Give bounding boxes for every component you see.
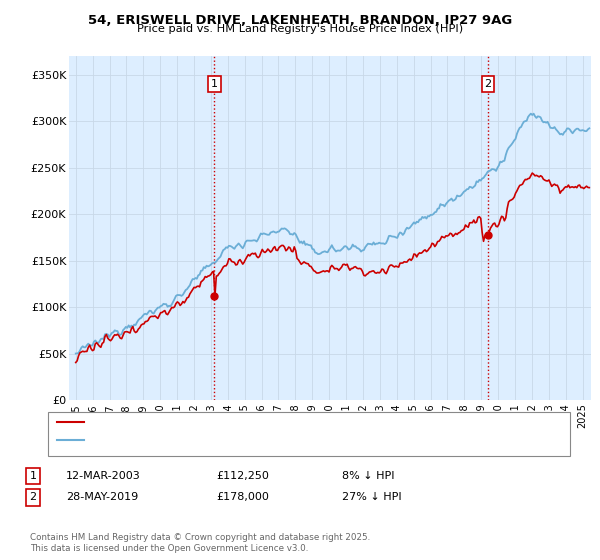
Text: £178,000: £178,000 bbox=[216, 492, 269, 502]
Text: £112,250: £112,250 bbox=[216, 471, 269, 481]
Text: 12-MAR-2003: 12-MAR-2003 bbox=[66, 471, 141, 481]
Text: Contains HM Land Registry data © Crown copyright and database right 2025.
This d: Contains HM Land Registry data © Crown c… bbox=[30, 533, 370, 553]
Text: 1: 1 bbox=[29, 471, 37, 481]
Text: Price paid vs. HM Land Registry's House Price Index (HPI): Price paid vs. HM Land Registry's House … bbox=[137, 24, 463, 34]
Text: HPI: Average price, semi-detached house, West Suffolk: HPI: Average price, semi-detached house,… bbox=[89, 435, 357, 445]
Text: 28-MAY-2019: 28-MAY-2019 bbox=[66, 492, 138, 502]
Text: 1: 1 bbox=[211, 79, 218, 89]
Text: 2: 2 bbox=[29, 492, 37, 502]
Text: 54, ERISWELL DRIVE, LAKENHEATH, BRANDON, IP27 9AG (semi-detached house): 54, ERISWELL DRIVE, LAKENHEATH, BRANDON,… bbox=[89, 417, 484, 427]
Text: 27% ↓ HPI: 27% ↓ HPI bbox=[342, 492, 401, 502]
Text: 8% ↓ HPI: 8% ↓ HPI bbox=[342, 471, 395, 481]
Text: 2: 2 bbox=[484, 79, 491, 89]
Text: 54, ERISWELL DRIVE, LAKENHEATH, BRANDON, IP27 9AG: 54, ERISWELL DRIVE, LAKENHEATH, BRANDON,… bbox=[88, 14, 512, 27]
